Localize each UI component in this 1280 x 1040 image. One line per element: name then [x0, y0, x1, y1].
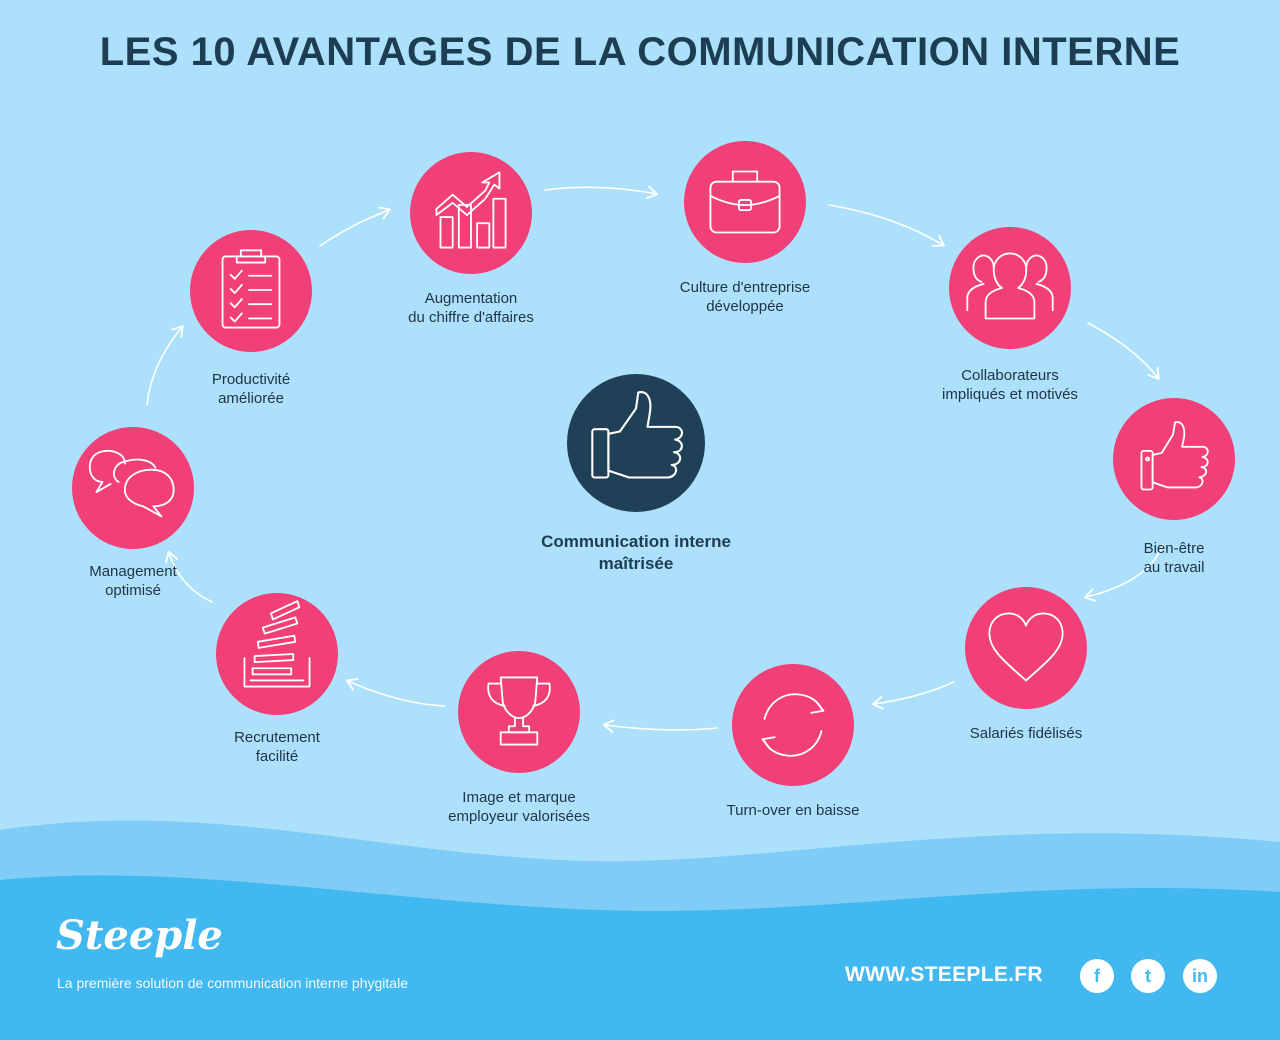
benefit-circle	[732, 664, 854, 786]
benefit-node: Image et marque employeur valorisées	[448, 651, 590, 825]
benefit-node: Recrutement facilité	[216, 593, 338, 765]
benefit-label: Bien-être au travail	[1054, 539, 1280, 577]
benefit-node: Bien-être au travail	[1113, 398, 1235, 576]
benefit-label-line2: optimisé	[105, 582, 161, 599]
benefit-circle	[965, 587, 1087, 709]
benefit-label-line2: facilité	[255, 748, 299, 765]
benefit-label-line1: Salariés fidélisés	[969, 725, 1083, 742]
center-node: Communication interne maîtrisée	[541, 374, 731, 573]
benefit-circle	[216, 593, 338, 715]
linkedin-icon: in	[1192, 966, 1208, 986]
benefit-label-line1: Image et marque	[462, 789, 576, 806]
cycle-arrow	[828, 204, 945, 247]
benefit-label: Management optimisé	[13, 562, 253, 600]
cycle-arrow	[544, 185, 659, 200]
benefit-label-line1: Management	[89, 563, 177, 580]
benefit-node: Management optimisé	[72, 427, 194, 599]
benefit-node: Turn-over en baisse	[727, 664, 859, 819]
cycle-arrow	[146, 325, 184, 406]
cycle-arrow	[602, 719, 718, 733]
benefit-label-line2: au travail	[1143, 559, 1205, 576]
speech-bubbles-icon	[88, 450, 175, 518]
benefit-label: Culture d'entreprise développée	[625, 278, 865, 316]
benefit-circle	[72, 427, 194, 549]
thumbs-up-icon	[591, 391, 684, 479]
benefit-label-line1: Bien-être	[1143, 540, 1205, 557]
benefit-label-line1: Augmentation	[424, 290, 518, 307]
benefit-circle	[410, 152, 532, 274]
center-label-line2: maîtrisée	[598, 554, 674, 573]
benefit-label-line1: Turn-over en baisse	[726, 802, 860, 819]
benefit-label-line2: améliorée	[218, 390, 284, 407]
benefit-circle	[1113, 398, 1235, 520]
center-circle	[567, 374, 705, 512]
brand-logo: Steeple	[56, 912, 223, 959]
cycle-arrow	[319, 206, 392, 247]
benefit-label: Productivité améliorée	[131, 370, 371, 408]
benefit-node: Collaborateurs impliqués et motivés	[942, 227, 1078, 403]
benefit-label: Collaborateurs impliqués et motivés	[890, 366, 1130, 404]
benefit-label-line1: Recrutement	[234, 729, 320, 746]
benefit-node: Salariés fidélisés	[965, 587, 1087, 742]
benefit-circle	[684, 141, 806, 263]
refresh-icon	[761, 693, 825, 757]
people-group-icon	[966, 252, 1054, 320]
cycle-arrow	[345, 678, 446, 707]
briefcase-icon	[709, 170, 781, 234]
benefit-label-line2: employeur valorisées	[448, 808, 590, 825]
benefit-node: Augmentation du chiffre d'affaires	[408, 152, 534, 326]
linkedin-button[interactable]: in	[1183, 959, 1217, 993]
benefit-circle	[949, 227, 1071, 349]
paper-stack-icon	[243, 600, 311, 688]
growth-chart-icon	[435, 171, 507, 249]
benefit-circle	[190, 230, 312, 352]
benefit-label: Turn-over en baisse	[673, 801, 913, 820]
cycle-arrow	[1087, 322, 1160, 380]
heart-icon	[988, 612, 1064, 682]
cycle-arrows	[146, 185, 1164, 733]
benefit-label-line2: développée	[706, 298, 784, 315]
clipboard-checklist-icon	[221, 249, 281, 329]
benefit-node: Culture d'entreprise développée	[680, 141, 810, 315]
facebook-button[interactable]: f	[1080, 959, 1114, 993]
center-label: Communication interne maîtrisée	[516, 531, 756, 575]
benefit-label-line2: impliqués et motivés	[942, 386, 1078, 403]
thumbs-up-icon	[1140, 421, 1209, 491]
facebook-icon: f	[1094, 966, 1100, 986]
brand-tagline: La première solution de communication in…	[57, 975, 408, 991]
benefit-label: Salariés fidélisés	[906, 724, 1146, 743]
wave-dark	[0, 875, 1280, 1040]
benefit-label-line1: Productivité	[211, 371, 291, 388]
center-label-line1: Communication interne	[541, 532, 731, 551]
benefit-label: Recrutement facilité	[157, 728, 397, 766]
trophy-icon	[487, 676, 551, 746]
cycle-arrow	[1083, 544, 1164, 602]
benefit-label: Image et marque employeur valorisées	[399, 788, 639, 826]
benefit-label-line2: du chiffre d'affaires	[408, 309, 534, 326]
cycle-arrow	[871, 681, 955, 710]
cycle-arrow	[165, 550, 213, 603]
benefit-node: Productivité améliorée	[190, 230, 312, 407]
page-title: LES 10 AVANTAGES DE LA COMMUNICATION INT…	[99, 30, 1181, 74]
benefit-label: Augmentation du chiffre d'affaires	[351, 289, 591, 327]
benefit-label-line1: Collaborateurs	[961, 367, 1059, 384]
website-link[interactable]: WWW.STEEPLE.FR	[845, 963, 1043, 986]
twitter-icon: t	[1145, 966, 1151, 986]
benefit-label-line1: Culture d'entreprise	[679, 279, 811, 296]
twitter-button[interactable]: t	[1131, 959, 1165, 993]
benefit-circle	[458, 651, 580, 773]
